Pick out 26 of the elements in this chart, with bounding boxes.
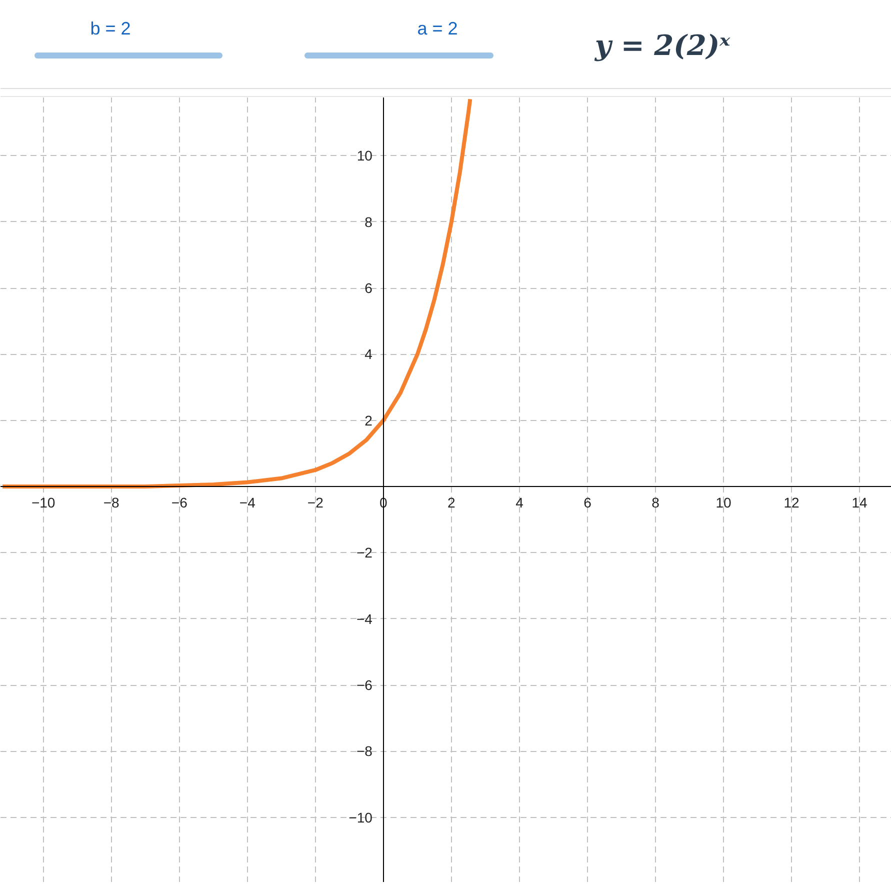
y-tick-label: 6 bbox=[364, 280, 373, 296]
line-series bbox=[0, 98, 472, 489]
y-tick-label: −2 bbox=[356, 544, 373, 561]
x-tick-label: −6 bbox=[171, 494, 188, 511]
x-tick-label: −2 bbox=[307, 494, 324, 511]
x-tick-label: 6 bbox=[584, 494, 592, 511]
chart-title: y = 2(2)ˣ bbox=[594, 29, 731, 62]
y-tick-label: −10 bbox=[348, 809, 373, 826]
x-tick-label: −4 bbox=[239, 494, 256, 511]
y-tick-label: 2 bbox=[364, 412, 373, 428]
x-tick-label: 12 bbox=[784, 494, 800, 511]
x-tick-label: 14 bbox=[852, 494, 868, 511]
x-tick-label: 10 bbox=[716, 494, 732, 511]
x-tick-label: −8 bbox=[103, 494, 120, 511]
x-tick-label: −10 bbox=[31, 494, 56, 511]
y-tick-label: −8 bbox=[356, 743, 373, 760]
x-tick-label: 2 bbox=[448, 494, 456, 511]
y-tick-label: −6 bbox=[356, 677, 373, 694]
y-tick-label: 4 bbox=[364, 346, 373, 362]
x-tick-label: 4 bbox=[516, 494, 524, 511]
text: b = 2 bbox=[90, 18, 131, 38]
x-tick-label: 8 bbox=[652, 494, 660, 511]
text: a = 2 bbox=[417, 18, 458, 38]
y-tick-label: −4 bbox=[356, 610, 373, 627]
y-tick-label: 8 bbox=[364, 214, 373, 230]
y-tick-label: 10 bbox=[356, 148, 373, 164]
